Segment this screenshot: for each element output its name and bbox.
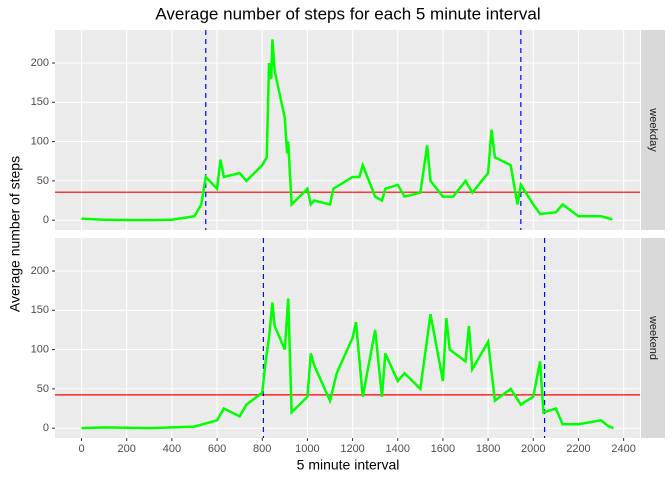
x-axis-label: 5 minute interval [297,457,400,473]
x-tick-label: 200 [118,443,136,455]
y-tick-label: 50 [37,383,49,395]
x-tick-label: 2200 [566,443,590,455]
panel-background [55,238,640,438]
data-line [81,298,614,430]
x-tick-label: 400 [163,443,181,455]
y-tick-label: 50 [37,175,49,187]
y-tick-label: 100 [31,135,49,147]
x-tick-label: 1400 [386,443,410,455]
panel-background [55,30,640,230]
y-tick-label: 150 [31,304,49,316]
x-tick-label: 800 [253,443,271,455]
y-tick-label: 0 [43,214,49,226]
x-tick-label: 1000 [295,443,319,455]
facet-label: weekend [647,315,659,360]
data-line [81,39,613,222]
facet-strip [641,238,665,438]
x-tick-label: 2000 [521,443,545,455]
facet-strip [641,30,665,230]
chart-title: Average number of steps for each 5 minut… [155,4,540,23]
x-tick-label: 1800 [476,443,500,455]
x-tick-label: 0 [78,443,84,455]
x-tick-label: 1200 [340,443,364,455]
y-tick-label: 100 [31,343,49,355]
facet-label: weekday [647,107,659,152]
x-tick-label: 1600 [431,443,455,455]
y-tick-label: 0 [43,422,49,434]
y-tick-label: 200 [31,57,49,69]
x-tick-label: 2400 [611,443,635,455]
y-tick-label: 150 [31,96,49,108]
y-tick-label: 200 [31,265,49,277]
y-axis-label: Average number of steps [7,156,23,312]
x-tick-label: 600 [208,443,226,455]
